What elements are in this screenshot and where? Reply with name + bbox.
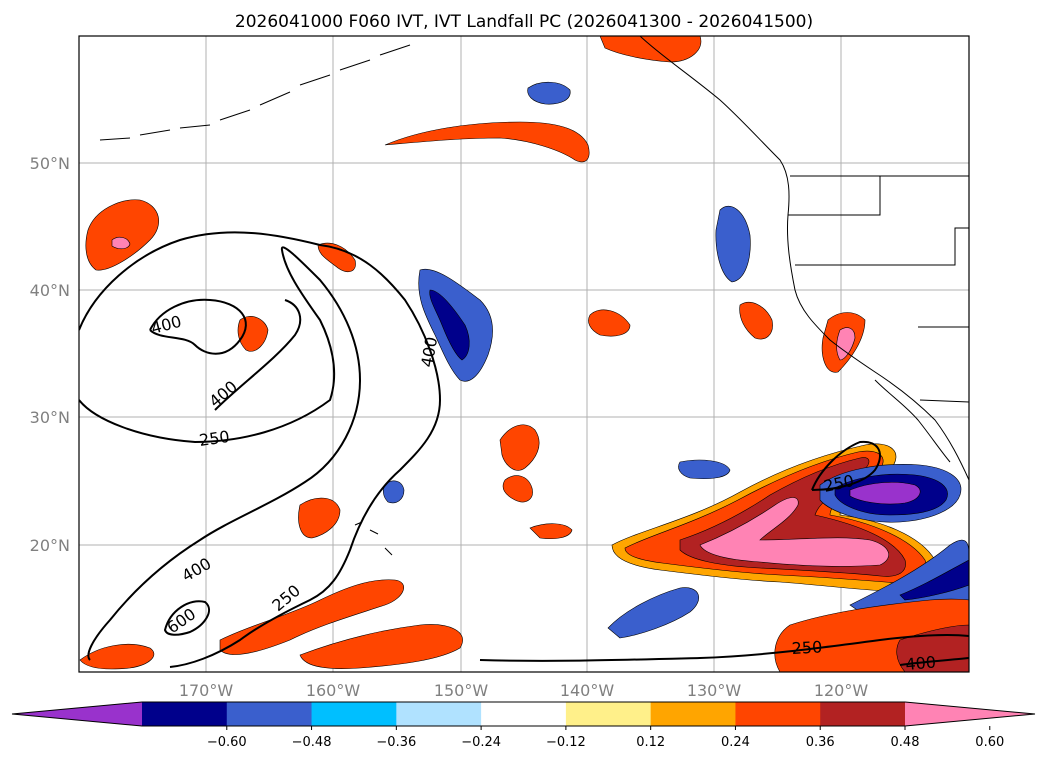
positive-north-small (317, 242, 356, 273)
longitude-labels: 170°W 160°W 150°W 140°W 130°W 120°W (179, 681, 869, 700)
state-border-1 (788, 176, 881, 216)
positive-northwest-blob (85, 199, 159, 271)
contour-250-south (479, 634, 969, 662)
positive-central-2 (502, 475, 533, 503)
colorbar-extend-low (12, 702, 142, 726)
negative-small-2 (527, 81, 571, 105)
lon-label-130w: 130°W (687, 681, 742, 700)
map-area: 400 400 250 400 600 250 400 250 250 400 (79, 36, 969, 674)
colorbar-tick-label: −0.60 (207, 735, 247, 750)
positive-south-3 (79, 643, 155, 670)
lat-label-40: 40°N (30, 281, 70, 300)
latitude-labels: 50°N 40°N 30°N 20°N (30, 154, 70, 555)
colorbar-tick-label: 0.12 (636, 735, 665, 750)
colorbar-tick-label: −0.36 (376, 735, 416, 750)
map-frame (78, 35, 970, 673)
positive-northeast (599, 36, 702, 63)
positive-central-3 (529, 523, 573, 540)
contour-label-400e: 400 (905, 652, 937, 674)
lon-label-170w: 170°W (179, 681, 234, 700)
mexico-border (919, 399, 969, 403)
lat-label-50: 50°N (30, 154, 70, 173)
colorbar-segment (226, 702, 313, 726)
colorbar-tick-label: −0.48 (292, 735, 332, 750)
positive-mid-small (588, 309, 631, 337)
negative-central-large-core (429, 289, 470, 361)
positive-band-east-max (699, 497, 889, 567)
colorbar-segment (142, 702, 228, 726)
negative-small-1 (715, 205, 751, 283)
lat-label-20: 20°N (30, 536, 70, 555)
colorbar-tick-label: 0.60 (975, 735, 1004, 750)
contour-600 (163, 600, 210, 636)
negative-blob-east-max (849, 481, 921, 505)
map-title: 2026041000 F060 IVT, IVT Landfall PC (20… (235, 12, 813, 32)
contour-label-250d: 250 (791, 637, 822, 658)
colorbar-extend-high (905, 702, 1035, 726)
negative-small-5 (383, 480, 405, 504)
coastlines (99, 36, 969, 556)
contour-400-inner (149, 298, 247, 355)
positive-north-band (384, 121, 590, 163)
positive-central-1 (499, 424, 540, 471)
positive-central-4 (298, 497, 341, 539)
negative-small-3 (607, 587, 699, 639)
colorbar-segment (650, 702, 736, 726)
lon-label-140w: 140°W (560, 681, 615, 700)
positive-coast-2 (739, 301, 773, 340)
colorbar-tick-label: 0.24 (721, 735, 750, 750)
colorbar-tick-label: −0.12 (546, 735, 586, 750)
positive-south-2 (299, 624, 463, 669)
contour-400-arc (214, 299, 302, 411)
contour-250-shell (79, 231, 442, 668)
north-america-coast (639, 36, 969, 481)
contour-400-southeast (899, 657, 969, 666)
lon-label-150w: 150°W (434, 681, 489, 700)
colorbar-segment (481, 702, 567, 726)
colorbar-segment (311, 702, 397, 726)
contour-250-east (811, 440, 881, 491)
colorbar-tick-label: 0.36 (806, 735, 835, 750)
colorbar-segment (565, 702, 652, 726)
colorbar-segment (820, 702, 906, 726)
colorbar-segment (396, 702, 482, 726)
colorbar-tick-label: 0.48 (891, 735, 920, 750)
contour-label-250a: 250 (198, 427, 231, 450)
negative-small-4 (678, 459, 731, 480)
negative-southeast-core (899, 559, 969, 601)
contour-250-outer (79, 246, 362, 661)
colorbar-outline (11, 701, 1036, 727)
colorbar: −0.60 −0.48 −0.36 −0.24 −0.12 0.12 0.24 0.36 0.4… (11, 701, 1036, 750)
baja-coast (874, 379, 951, 463)
lon-label-160w: 160°W (306, 681, 361, 700)
colorbar-segment (735, 702, 821, 726)
ivt-contours (79, 231, 969, 668)
positive-south-1 (219, 579, 404, 655)
lon-label-120w: 120°W (814, 681, 869, 700)
aleutian-islands (99, 44, 411, 141)
colorbar-tick-label: −0.24 (461, 735, 501, 750)
lat-label-30: 30°N (30, 408, 70, 427)
positive-northwest-blob-core (111, 236, 131, 250)
state-border-2 (795, 227, 969, 266)
